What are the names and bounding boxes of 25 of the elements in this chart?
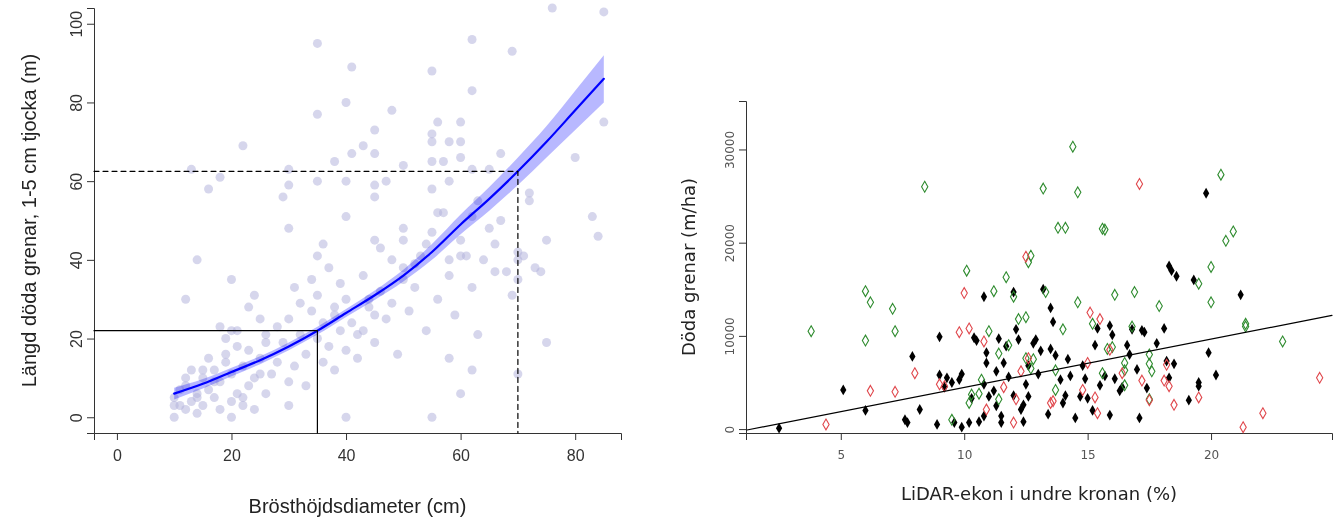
y-tick-label: 20000 [723,224,737,263]
x-tick-label: 20 [1203,447,1220,462]
y-tick-label: 10000 [723,317,737,356]
y-tick-label: 0 [723,425,737,434]
y-tick-label: 80 [68,93,85,112]
y-tick-label: 30000 [723,130,737,170]
y-tick-label: 100 [68,10,85,38]
x-tick-label: 0 [112,447,122,465]
x-tick-label: 10 [957,447,973,462]
x-axis-title: Brösthöjdsdiameter (cm) [248,495,467,517]
x-tick-label: 15 [1080,447,1096,462]
point [1046,397,1055,409]
x-tick-label: 80 [566,447,585,465]
y-axis-title: Döda grenar (m/ha) [678,177,699,357]
x-tick-label: 5 [837,447,846,462]
y-axis-title: Längd döda grenar, 1-5 cm tjocka (m) [18,53,40,388]
x-tick-label: 60 [452,447,471,465]
y-tick-label: 60 [68,172,85,191]
x-tick-label: 20 [223,447,241,465]
point [1135,178,1144,190]
y-tick-label: 0 [68,413,85,423]
x-tick-label: 40 [337,447,356,465]
y-tick-label: 20 [68,330,85,348]
y-tick-label: 40 [68,251,85,270]
x-axis-title: LiDAR-ekon i undre kronan (%) [900,483,1178,504]
